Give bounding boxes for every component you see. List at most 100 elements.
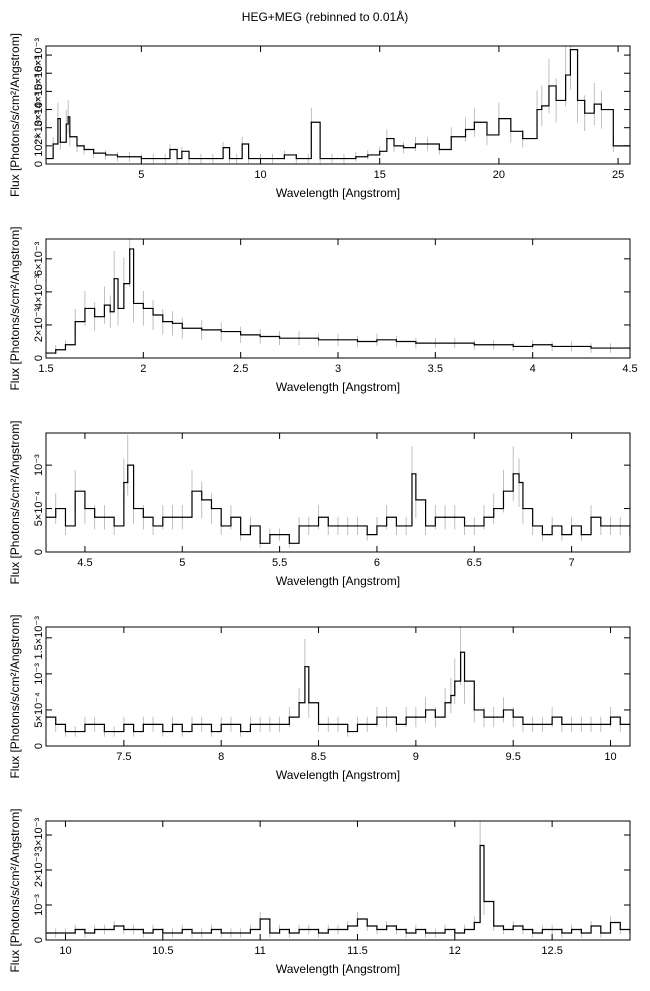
data-point (317, 932, 320, 934)
data-point (541, 723, 544, 725)
x-tick-label: 11 (254, 945, 265, 957)
data-point (414, 143, 417, 145)
data-point (426, 143, 428, 145)
x-axis-label: Wavelength [Angstrom] (276, 186, 400, 200)
x-tick-label: 12 (449, 945, 461, 957)
y-tick-label: 6×10⁻³ (33, 38, 45, 73)
data-point (240, 730, 242, 733)
data-point (113, 730, 115, 733)
data-point (171, 723, 174, 725)
data-point (220, 723, 222, 725)
data-point (512, 716, 514, 718)
x-tick-label: 11.5 (347, 945, 368, 957)
y-tick-label: 0 (33, 161, 45, 167)
data-point (343, 157, 345, 160)
data-point (55, 723, 57, 725)
x-tick-label: 6 (374, 557, 380, 569)
data-point (502, 928, 505, 931)
y-tick-label: 10⁻³ (33, 663, 45, 685)
data-point (405, 525, 407, 527)
data-point (57, 118, 59, 120)
data-point (463, 525, 466, 527)
data-point (411, 473, 413, 475)
x-axis-label: Wavelength [Angstrom] (276, 574, 400, 588)
data-point (94, 516, 96, 518)
data-point (230, 516, 232, 518)
data-point (327, 723, 329, 725)
data-point (271, 157, 274, 160)
data-point (310, 121, 312, 123)
data-point (532, 525, 534, 527)
y-tick-label: 5×10⁻⁴ (33, 491, 45, 527)
data-point (269, 534, 271, 536)
y-tick-label: 1.5×10⁻³ (33, 616, 45, 660)
y-axis-label: Flux [Photons/s/cm²/Angstrom] (8, 226, 22, 390)
data-point (104, 154, 107, 156)
data-point (493, 344, 495, 346)
data-point (580, 932, 582, 934)
data-point (249, 723, 251, 725)
data-point (479, 844, 481, 847)
data-point (473, 121, 475, 123)
data-point (337, 525, 339, 527)
data-point (210, 730, 213, 733)
data-point (55, 349, 57, 351)
data-point (65, 123, 67, 125)
data-point (464, 128, 467, 131)
data-point (55, 507, 57, 510)
data-point (298, 702, 300, 704)
data-point (386, 716, 388, 718)
data-point (64, 932, 67, 934)
data-point (116, 156, 119, 158)
y-tick-label: 6×10⁻³ (33, 241, 45, 276)
data-point (415, 928, 417, 931)
data-point (405, 932, 407, 934)
data-point (434, 716, 436, 718)
data-point (571, 928, 573, 931)
data-point (376, 716, 378, 718)
data-point (220, 330, 222, 333)
x-tick-label: 2 (140, 363, 146, 375)
x-tick-label: 7 (569, 557, 575, 569)
data-point (171, 322, 174, 324)
x-tick-label: 2.5 (233, 363, 248, 375)
data-point (395, 928, 397, 931)
data-point (565, 74, 567, 76)
plot-area (46, 46, 630, 164)
data-point (236, 157, 238, 160)
x-tick-label: 1.5 (38, 363, 53, 375)
data-point (571, 723, 573, 725)
data-point (356, 525, 359, 527)
y-axis-label: Flux [Photons/s/cm²/Angstrom] (8, 33, 22, 197)
y-tick-label: 0 (33, 743, 45, 749)
data-point (308, 702, 310, 704)
data-point (593, 103, 595, 105)
data-point (212, 157, 214, 160)
y-tick-label: 0 (33, 549, 45, 555)
data-point (460, 651, 462, 653)
data-point (220, 525, 222, 527)
data-point (230, 932, 232, 934)
chart-panel-4: 7.5 8 8.5 9 9.5 10 0 5×10⁻⁴ 10⁻³ 1.5×10⁻³ Waveleng… (8, 614, 631, 782)
data-point (555, 99, 557, 102)
data-point (561, 932, 563, 934)
data-point (590, 516, 592, 518)
data-point (473, 344, 475, 346)
x-tick-label: 20 (493, 169, 505, 181)
data-point (248, 157, 250, 160)
plot-area (46, 434, 630, 549)
data-point (298, 337, 300, 339)
data-point (83, 148, 85, 151)
y-axis-label: Flux [Photons/s/cm²/Angstrom] (8, 614, 22, 778)
y-tick-label: 5×10⁻³ (33, 56, 45, 91)
x-tick-label: 9.5 (506, 751, 521, 763)
data-point (600, 932, 602, 934)
data-point (67, 116, 69, 118)
data-point (123, 481, 125, 484)
data-point (327, 525, 329, 527)
x-tick-label: 4 (530, 363, 536, 375)
data-point (393, 145, 395, 147)
data-point (590, 723, 592, 725)
data-point (64, 525, 67, 527)
